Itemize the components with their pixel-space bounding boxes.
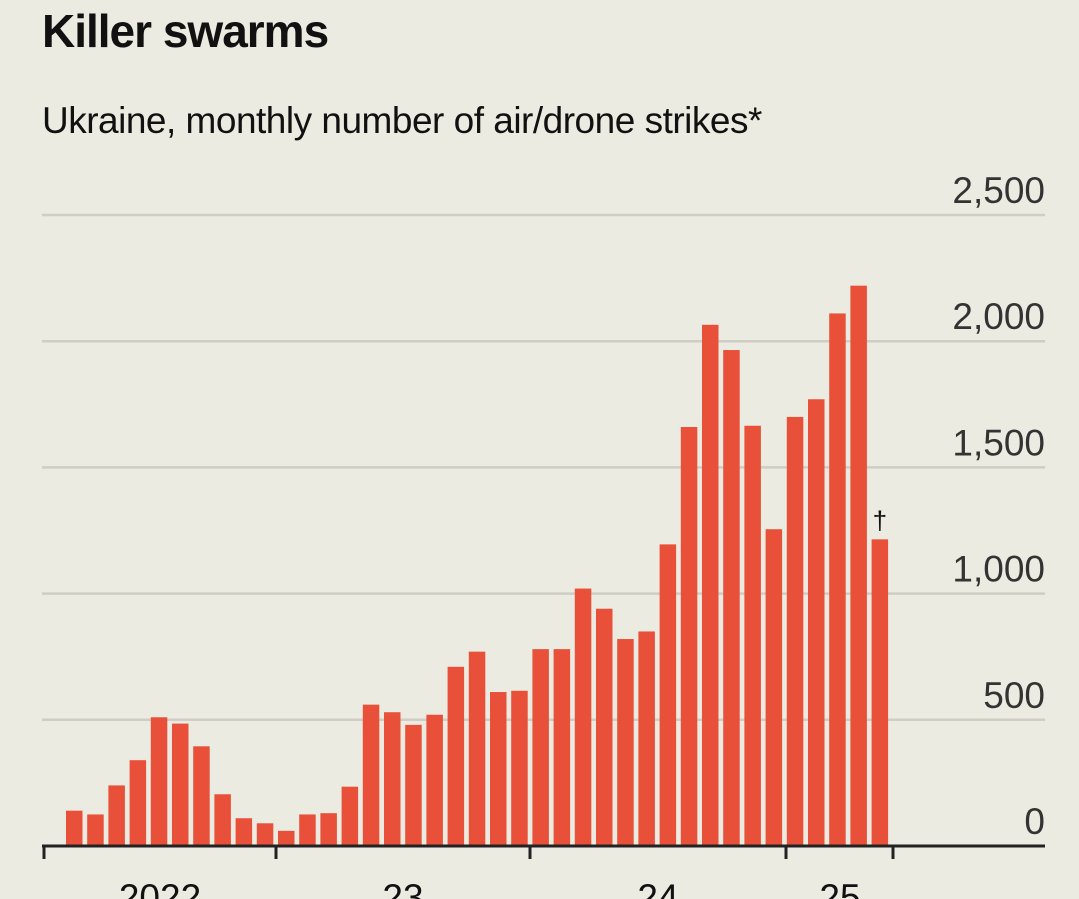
- bar: [638, 631, 655, 846]
- bar: [341, 786, 359, 846]
- bar: [617, 639, 634, 846]
- bar: [744, 425, 761, 846]
- bar: [66, 810, 83, 846]
- bar: [702, 324, 719, 846]
- bar: [172, 723, 189, 846]
- bars: †: [66, 285, 889, 846]
- x-axis: 2022 23 24 25: [42, 844, 1045, 899]
- bar: [871, 539, 889, 846]
- y-tick-label: 500: [983, 675, 1045, 716]
- bar: [511, 690, 528, 846]
- bar: [786, 416, 804, 846]
- bar: [214, 794, 231, 846]
- bar: [362, 704, 380, 846]
- y-tick-label: 1,500: [952, 422, 1045, 463]
- bar: [150, 717, 168, 846]
- y-axis-tick-labels: 2,500 2,000 1,500 1,000 500 0: [952, 170, 1045, 842]
- bar: [829, 313, 846, 846]
- bar: [468, 651, 486, 846]
- bar: [765, 529, 783, 846]
- y-tick-label: 1,000: [952, 549, 1045, 590]
- bar: [193, 746, 210, 846]
- bar: [256, 823, 274, 846]
- bar: [447, 666, 465, 846]
- bar: [596, 608, 613, 846]
- bar: [426, 714, 443, 846]
- bar: [299, 814, 316, 846]
- y-tick-label: 2,000: [952, 296, 1045, 337]
- bar: [850, 285, 867, 846]
- bar: [320, 813, 337, 846]
- bar: [659, 544, 677, 846]
- bar: [680, 427, 698, 846]
- bar: [278, 830, 295, 846]
- y-tick-label: 2,500: [952, 170, 1045, 211]
- x-tick-label: 25: [819, 877, 860, 899]
- chart-title: Killer swarms: [42, 5, 329, 57]
- bar: [490, 692, 507, 846]
- y-tick-label: 0: [1024, 801, 1045, 842]
- bar: [235, 818, 253, 846]
- bar-note-marker: †: [873, 505, 887, 535]
- bar: [553, 649, 571, 846]
- gridlines: [42, 213, 1045, 722]
- bar: [129, 760, 147, 846]
- bar: [108, 785, 125, 846]
- bar: [405, 724, 422, 846]
- bar: [532, 649, 549, 846]
- bar: [384, 712, 401, 846]
- bar: [723, 350, 740, 846]
- x-tick-label: 24: [637, 877, 678, 899]
- bar: [808, 399, 825, 846]
- x-tick-label: 2022: [119, 877, 201, 899]
- chart-subtitle: Ukraine, monthly number of air/drone str…: [42, 100, 762, 141]
- bar: [87, 814, 104, 846]
- bar: [574, 588, 592, 846]
- x-tick-label: 23: [382, 877, 423, 899]
